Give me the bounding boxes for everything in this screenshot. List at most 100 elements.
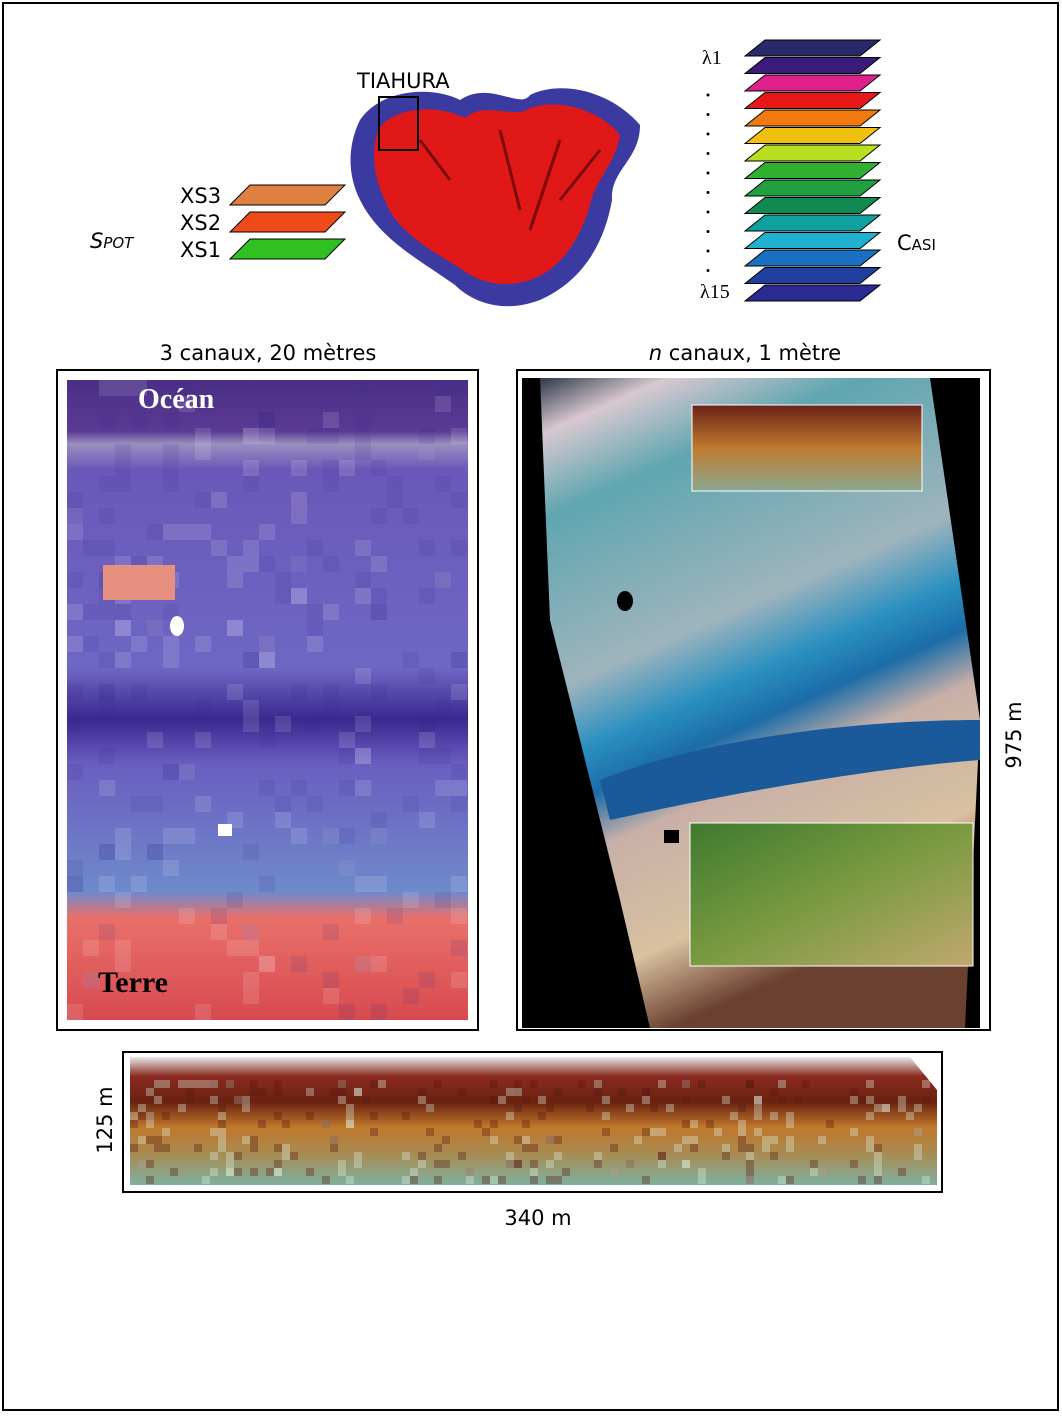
pixel <box>274 1168 282 1176</box>
pixel <box>323 972 339 988</box>
pixel <box>554 1088 562 1096</box>
ellipsis-dot <box>707 113 710 116</box>
pixel <box>234 1096 242 1104</box>
inset-image <box>692 405 922 491</box>
pixel <box>506 1160 514 1168</box>
pixel <box>435 700 451 716</box>
height-label: 125 m <box>93 1086 117 1153</box>
pixel <box>355 380 371 396</box>
pixel <box>458 1088 466 1096</box>
pixel <box>99 476 115 492</box>
band-layer <box>745 163 880 179</box>
pixel <box>346 1176 354 1184</box>
pixel <box>355 572 371 588</box>
pixel <box>419 588 435 604</box>
pixel <box>370 1080 378 1088</box>
pixel <box>147 844 163 860</box>
pixel <box>210 1128 218 1136</box>
pixel <box>922 1096 930 1104</box>
caption: 3 canaux, 20 mètres <box>160 341 377 365</box>
pixel <box>250 1168 258 1176</box>
band-layer <box>745 215 880 231</box>
pixel <box>762 1136 770 1144</box>
pixel <box>634 1136 642 1144</box>
pixel <box>346 1112 354 1120</box>
pixel <box>898 1096 906 1104</box>
pixel <box>530 1160 538 1168</box>
pixel <box>330 1088 338 1096</box>
marker <box>170 616 184 636</box>
pixel <box>387 476 403 492</box>
pixel <box>178 1104 186 1112</box>
pixel <box>746 1144 754 1152</box>
pixel <box>195 700 211 716</box>
pixel <box>778 1176 786 1184</box>
pixel <box>243 988 259 1004</box>
pixel <box>419 444 435 460</box>
pixel <box>866 1080 874 1088</box>
pixel <box>419 428 435 444</box>
pixel <box>99 844 115 860</box>
pixel <box>474 1120 482 1128</box>
pixel <box>179 524 195 540</box>
pixel <box>154 1136 162 1144</box>
pixel <box>146 1112 154 1120</box>
pixel <box>522 1144 530 1152</box>
pixel <box>419 540 435 556</box>
pixel <box>338 1088 346 1096</box>
pixel <box>154 1144 162 1152</box>
pixel <box>403 508 419 524</box>
pixel <box>418 1088 426 1096</box>
pixel <box>306 1112 314 1120</box>
pixel <box>666 1104 674 1112</box>
pixel <box>243 924 259 940</box>
pixel <box>218 1128 226 1136</box>
pixel <box>522 1096 530 1104</box>
pixel <box>99 924 115 940</box>
height-label: 975 m <box>1002 701 1026 768</box>
band-layer <box>745 128 880 144</box>
pixel <box>354 1160 362 1168</box>
pixel <box>898 1168 906 1176</box>
pixel <box>770 1088 778 1096</box>
ellipsis-dot <box>707 230 710 233</box>
pixel <box>202 1080 210 1088</box>
pixel <box>642 1096 650 1104</box>
pixel <box>650 1128 658 1136</box>
pixel <box>67 604 83 620</box>
pixel <box>227 892 243 908</box>
tiahura-label: TIAHURA <box>356 69 450 93</box>
pixel <box>802 1080 810 1088</box>
pixel <box>115 828 131 844</box>
pixel <box>275 588 291 604</box>
ellipsis-dot <box>707 94 710 97</box>
pixel <box>211 540 227 556</box>
pixel <box>402 1112 410 1120</box>
pixel <box>355 716 371 732</box>
inset-image <box>690 823 973 966</box>
pixel <box>770 1152 778 1160</box>
pixel <box>163 764 179 780</box>
pixel <box>194 1144 202 1152</box>
pixel <box>323 828 339 844</box>
pixel <box>522 1136 530 1144</box>
pixel <box>146 1160 154 1168</box>
pixel <box>243 940 259 956</box>
pixel <box>291 556 307 572</box>
pixel <box>466 1168 474 1176</box>
pixel <box>266 1168 274 1176</box>
pixel <box>858 1176 866 1184</box>
pixel <box>514 1104 522 1112</box>
pixel <box>163 652 179 668</box>
pixel <box>506 1112 514 1120</box>
pixel <box>99 412 115 428</box>
ocean-label: Océan <box>138 384 215 415</box>
pixel <box>154 1096 162 1104</box>
pixel <box>242 1136 250 1144</box>
pixel <box>674 1144 682 1152</box>
pixel <box>115 460 131 476</box>
pixel <box>754 1128 762 1136</box>
pixel <box>354 1152 362 1160</box>
pixel <box>642 1176 650 1184</box>
pixel <box>498 1176 506 1184</box>
